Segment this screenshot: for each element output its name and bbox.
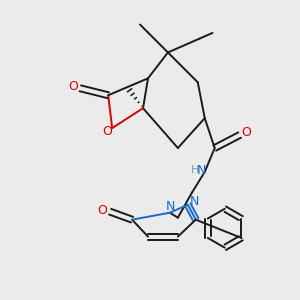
Text: N: N xyxy=(190,195,199,208)
Text: H: H xyxy=(191,165,200,176)
Text: O: O xyxy=(241,126,251,139)
Text: N: N xyxy=(166,200,176,213)
Text: O: O xyxy=(97,204,107,217)
Text: N: N xyxy=(197,164,206,177)
Text: O: O xyxy=(102,124,112,138)
Text: O: O xyxy=(68,80,78,93)
